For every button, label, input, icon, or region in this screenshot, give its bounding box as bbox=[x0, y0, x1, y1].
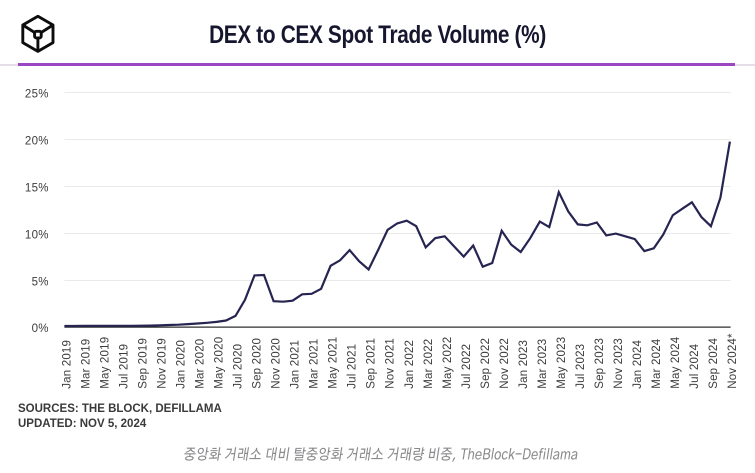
svg-text:Jul 2019: Jul 2019 bbox=[119, 344, 131, 389]
svg-text:Sep 2024: Sep 2024 bbox=[708, 338, 720, 389]
svg-text:Mar 2019: Mar 2019 bbox=[81, 339, 93, 389]
svg-text:May 2021: May 2021 bbox=[328, 337, 340, 389]
svg-text:Mar 2021: Mar 2021 bbox=[309, 339, 321, 389]
svg-text:Nov 2023: Nov 2023 bbox=[613, 338, 625, 389]
svg-text:May 2020: May 2020 bbox=[214, 337, 226, 389]
svg-text:25%: 25% bbox=[25, 89, 49, 101]
svg-text:May 2022: May 2022 bbox=[442, 337, 454, 389]
svg-text:May 2023: May 2023 bbox=[556, 337, 568, 389]
svg-text:10%: 10% bbox=[25, 230, 49, 242]
svg-text:Jul 2022: Jul 2022 bbox=[461, 344, 473, 389]
svg-text:5%: 5% bbox=[32, 277, 49, 289]
svg-text:Nov 2021: Nov 2021 bbox=[385, 338, 397, 389]
svg-text:Jul 2024: Jul 2024 bbox=[689, 343, 701, 388]
svg-text:Nov 2022: Nov 2022 bbox=[499, 338, 511, 389]
svg-text:0%: 0% bbox=[32, 323, 49, 335]
svg-text:Sep 2019: Sep 2019 bbox=[138, 338, 150, 389]
svg-text:Sep 2022: Sep 2022 bbox=[480, 338, 492, 389]
svg-text:Nov 2019: Nov 2019 bbox=[157, 338, 169, 389]
svg-text:Mar 2024: Mar 2024 bbox=[651, 338, 663, 389]
svg-text:Jul 2021: Jul 2021 bbox=[347, 344, 359, 389]
svg-text:Jan 2019: Jan 2019 bbox=[62, 340, 74, 389]
svg-text:Jan 2024: Jan 2024 bbox=[632, 339, 644, 388]
svg-text:Jan 2023: Jan 2023 bbox=[518, 340, 530, 389]
svg-text:Nov 2024*: Nov 2024* bbox=[727, 333, 739, 389]
svg-text:Mar 2023: Mar 2023 bbox=[537, 339, 549, 389]
svg-text:May 2019: May 2019 bbox=[100, 337, 112, 389]
svg-text:Mar 2022: Mar 2022 bbox=[423, 339, 435, 389]
svg-text:Jul 2023: Jul 2023 bbox=[575, 344, 587, 389]
svg-text:Jan 2020: Jan 2020 bbox=[176, 340, 188, 389]
svg-text:Sep 2023: Sep 2023 bbox=[594, 338, 606, 389]
svg-text:Sep 2020: Sep 2020 bbox=[252, 338, 264, 389]
svg-text:May 2024: May 2024 bbox=[670, 336, 682, 389]
svg-text:15%: 15% bbox=[25, 183, 49, 195]
svg-text:Jan 2022: Jan 2022 bbox=[404, 340, 416, 389]
svg-text:Jul 2020: Jul 2020 bbox=[233, 344, 245, 389]
svg-text:Nov 2020: Nov 2020 bbox=[271, 338, 283, 389]
svg-text:Mar 2020: Mar 2020 bbox=[195, 339, 207, 389]
svg-text:Sep 2021: Sep 2021 bbox=[366, 338, 378, 389]
svg-text:Jan 2021: Jan 2021 bbox=[290, 340, 302, 389]
svg-text:20%: 20% bbox=[25, 136, 49, 148]
